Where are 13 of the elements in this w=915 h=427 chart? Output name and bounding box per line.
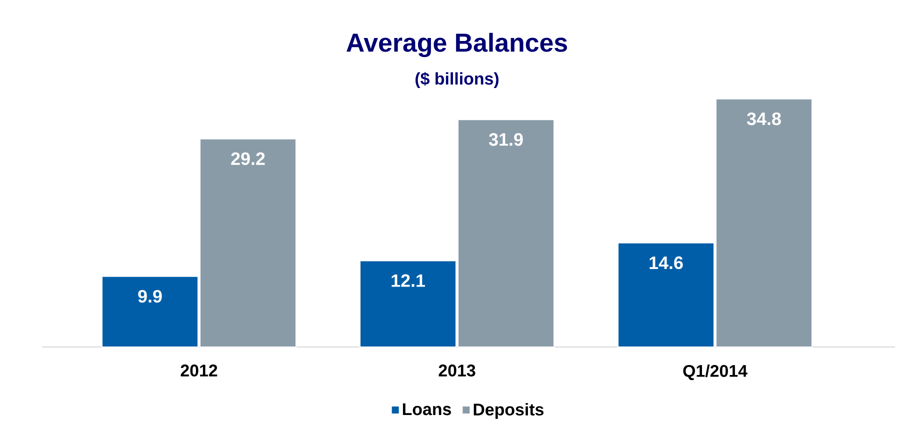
data-label: 31.9 bbox=[488, 133, 523, 146]
data-label: 12.1 bbox=[392, 274, 425, 287]
chart-title: Average Balances bbox=[346, 32, 568, 58]
x-tick-label: Q1/2014 bbox=[683, 364, 748, 380]
x-tick-label: 2012 bbox=[180, 364, 218, 377]
data-label: 14.6 bbox=[650, 256, 683, 270]
data-label: 29.2 bbox=[231, 152, 265, 166]
chart-subtitle: ($ billions) bbox=[416, 72, 499, 88]
legend-label: Loans bbox=[402, 403, 451, 416]
data-label: 34.8 bbox=[746, 112, 781, 126]
legend-label: Deposits bbox=[474, 403, 544, 419]
data-label: 9.9 bbox=[138, 290, 162, 303]
x-tick-label: 2013 bbox=[438, 364, 476, 377]
